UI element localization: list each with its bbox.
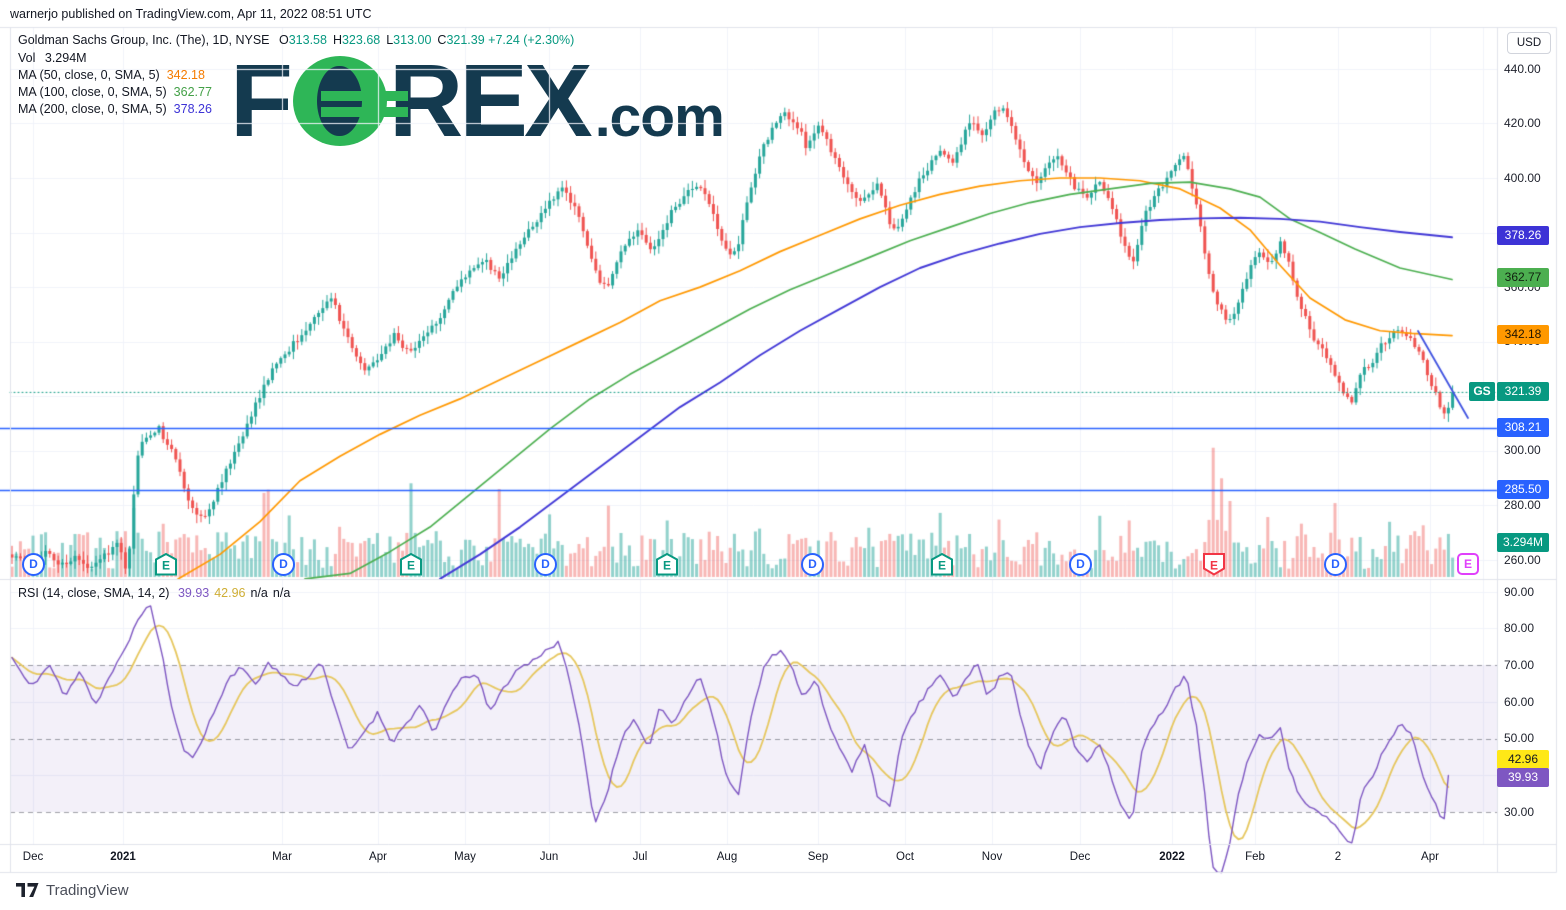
time-axis-label[interactable]: 2021 bbox=[110, 851, 136, 863]
dividend-marker[interactable]: D bbox=[1324, 553, 1348, 577]
ohlc-item: O313.58 bbox=[278, 33, 327, 47]
price-axis-badge: 342.18 bbox=[1497, 325, 1549, 344]
earnings-marker[interactable]: E bbox=[931, 552, 955, 577]
svg-text:E: E bbox=[938, 559, 946, 573]
time-axis-label[interactable]: Apr bbox=[1421, 851, 1439, 863]
price-axis-label: 420.00 bbox=[1504, 116, 1541, 130]
time-axis-label[interactable]: Jul bbox=[632, 851, 648, 863]
tradingview-footer-logo[interactable]: TradingView bbox=[16, 882, 129, 899]
volume-legend[interactable]: Vol 3.294M bbox=[18, 51, 87, 65]
ohlc-item: H323.68 bbox=[332, 33, 381, 47]
price-axis-label: 280.00 bbox=[1504, 498, 1541, 512]
time-axis-label[interactable]: Oct bbox=[896, 851, 914, 863]
time-axis-label[interactable]: Nov bbox=[981, 851, 1003, 863]
dividend-marker[interactable]: D bbox=[1069, 553, 1093, 577]
price-axis-label: 80.00 bbox=[1504, 621, 1535, 635]
dividend-marker[interactable]: D bbox=[22, 553, 46, 577]
svg-text:E: E bbox=[663, 559, 671, 573]
time-axis-label[interactable]: Sep bbox=[807, 851, 829, 863]
rsi-legend-value: n/a bbox=[272, 586, 291, 600]
symbol-legend[interactable]: Goldman Sachs Group, Inc. (The), 1D, NYS… bbox=[18, 33, 574, 47]
ma-legends[interactable]: MA (50, close, 0, SMA, 5) 342.18 MA (100, … bbox=[18, 68, 212, 119]
ma-legend-row[interactable]: MA (100, close, 0, SMA, 5) 362.77 bbox=[18, 85, 212, 99]
svg-text:E: E bbox=[162, 559, 170, 573]
ohlc-item: C321.39 bbox=[437, 33, 485, 47]
rsi-legend-value: 42.96 bbox=[214, 586, 246, 600]
change-value: +7.24 (+2.30%) bbox=[488, 33, 575, 47]
price-axis-badge: 362.77 bbox=[1497, 268, 1549, 287]
svg-text:E: E bbox=[407, 559, 415, 573]
rsi-legend[interactable]: RSI (14, close, SMA, 14, 2) 39.93 42.96 n/… bbox=[18, 586, 295, 600]
earnings-marker[interactable]: E bbox=[155, 552, 179, 577]
time-axis-label[interactable]: May bbox=[454, 851, 476, 863]
time-axis-label[interactable]: 2 bbox=[1334, 851, 1342, 863]
dividend-marker[interactable]: D bbox=[534, 553, 558, 577]
price-axis-label: 260.00 bbox=[1504, 553, 1541, 567]
time-axis-label[interactable]: Dec bbox=[1069, 851, 1091, 863]
rsi-label: RSI (14, close, SMA, 14, 2) bbox=[18, 586, 170, 600]
tradingview-wordmark: TradingView bbox=[46, 882, 129, 899]
svg-text:E: E bbox=[1210, 559, 1218, 573]
symbol-price-chip: GS bbox=[1469, 382, 1495, 401]
earnings-marker[interactable]: E bbox=[400, 552, 424, 577]
price-axis-label: 300.00 bbox=[1504, 443, 1541, 457]
dividend-marker[interactable]: D bbox=[801, 553, 825, 577]
upcoming-marker[interactable]: E bbox=[1457, 553, 1481, 577]
time-axis-label[interactable]: Mar bbox=[272, 851, 292, 863]
price-axis-badge: 3.294M bbox=[1497, 533, 1549, 552]
time-axis-label[interactable]: Aug bbox=[716, 851, 738, 863]
price-axis-label: 70.00 bbox=[1504, 658, 1535, 672]
time-axis-label[interactable]: Dec bbox=[22, 851, 44, 863]
ohlc-values: O313.58 H323.68 L313.00 C321.39 bbox=[273, 33, 485, 47]
price-axis-label: 50.00 bbox=[1504, 731, 1535, 745]
price-axis-label: 400.00 bbox=[1504, 171, 1541, 185]
ohlc-item: L313.00 bbox=[386, 33, 432, 47]
rsi-legend-value: n/a bbox=[250, 586, 268, 600]
earnings-miss-marker[interactable]: E bbox=[1203, 553, 1227, 577]
time-axis-label[interactable]: Apr bbox=[369, 851, 387, 863]
price-axis-label: 30.00 bbox=[1504, 805, 1535, 819]
price-axis-badge: 378.26 bbox=[1497, 226, 1549, 245]
price-axis-badge: 39.93 bbox=[1497, 768, 1549, 787]
price-axis-badge: 321.39 bbox=[1497, 382, 1549, 401]
rsi-legend-value: 39.93 bbox=[177, 586, 210, 600]
price-axis-label: 60.00 bbox=[1504, 695, 1535, 709]
price-axis-label: 90.00 bbox=[1504, 585, 1535, 599]
volume-label: Vol bbox=[18, 51, 36, 65]
volume-value: 3.294M bbox=[44, 51, 87, 65]
time-axis-label[interactable]: 2022 bbox=[1159, 851, 1185, 863]
price-axis-badge: 42.96 bbox=[1497, 750, 1549, 769]
attribution-line: warnerjo published on TradingView.com, A… bbox=[10, 7, 372, 21]
price-axis-badge: 285.50 bbox=[1497, 480, 1549, 499]
symbol-title: Goldman Sachs Group, Inc. (The), 1D, NYS… bbox=[18, 33, 270, 47]
price-axis-badge: 308.21 bbox=[1497, 418, 1549, 437]
tradingview-icon bbox=[16, 883, 39, 897]
ma-legend-row[interactable]: MA (50, close, 0, SMA, 5) 342.18 bbox=[18, 68, 205, 82]
price-axis-label: 440.00 bbox=[1504, 62, 1541, 76]
ma-legend-row[interactable]: MA (200, close, 0, SMA, 5) 378.26 bbox=[18, 102, 212, 116]
earnings-marker[interactable]: E bbox=[656, 552, 680, 577]
currency-usd-button[interactable]: USD bbox=[1507, 32, 1551, 54]
time-axis-label[interactable]: Jun bbox=[539, 851, 559, 863]
time-axis-label[interactable]: Feb bbox=[1245, 851, 1265, 863]
dividend-marker[interactable]: D bbox=[272, 553, 296, 577]
